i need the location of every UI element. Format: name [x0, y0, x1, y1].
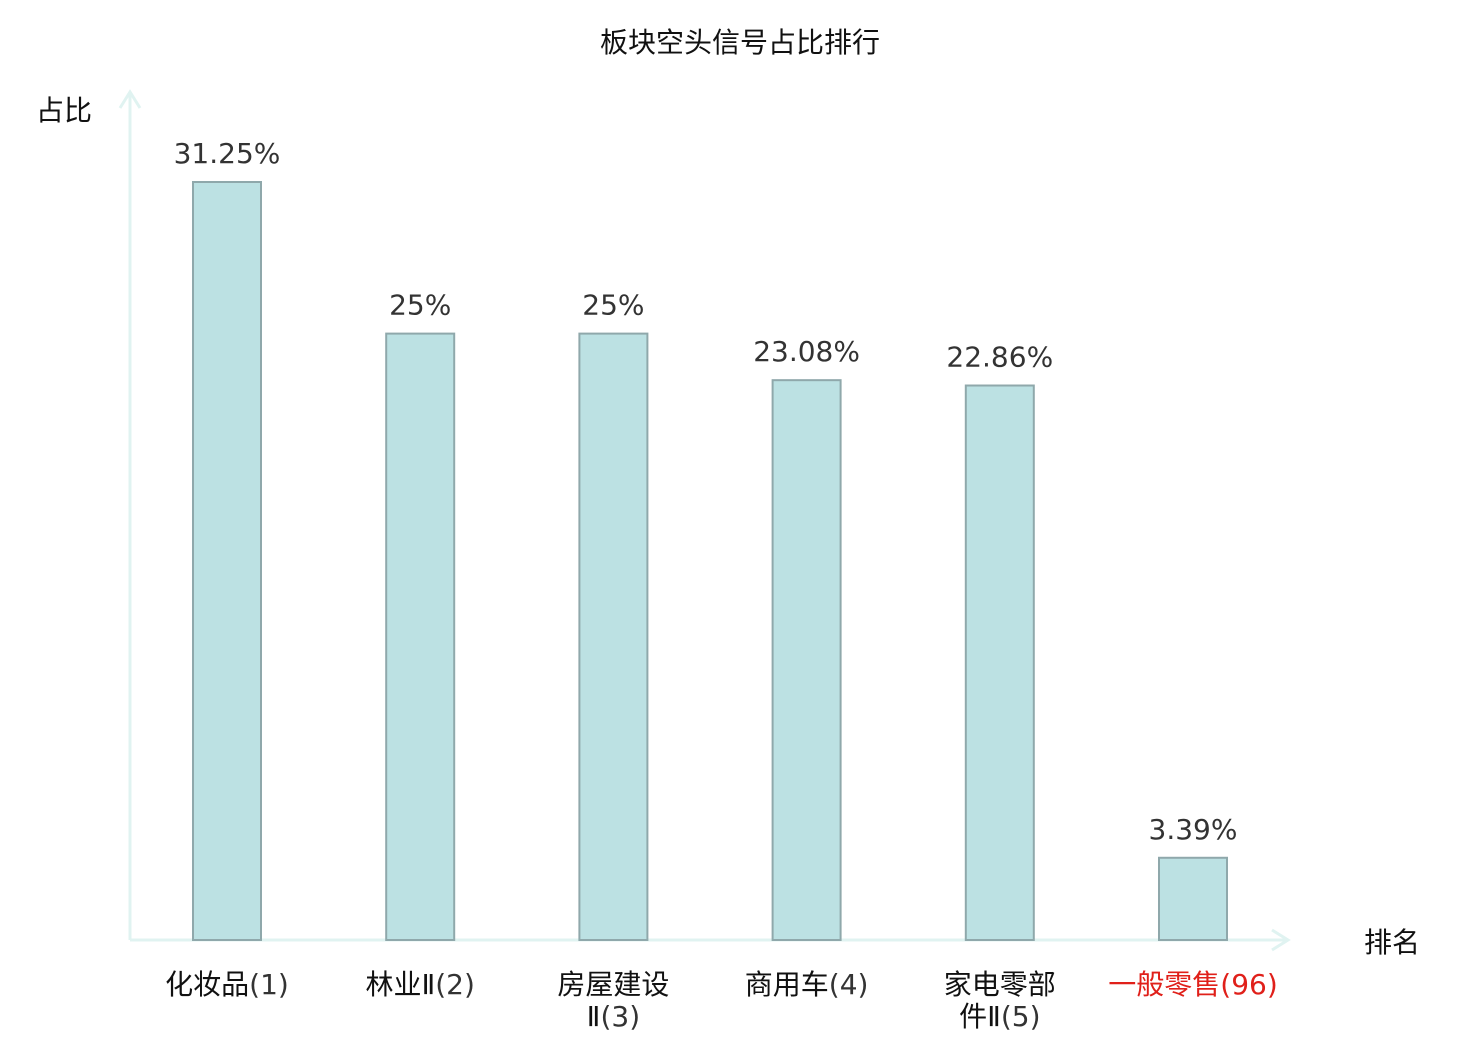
- x-tick-label: 件Ⅱ(5): [959, 1000, 1040, 1033]
- category-name: 林业Ⅱ: [365, 968, 435, 1001]
- value-labels-group: 31.25% 25% 25% 23.08% 22.86% 3.39%: [174, 137, 1238, 846]
- category-rank: (3): [600, 1000, 640, 1033]
- y-axis-label: 占比: [36, 94, 92, 127]
- bar: [192, 181, 262, 941]
- category-name: 房屋建设: [557, 968, 669, 1001]
- chart-title: 板块空头信号占比排行: [600, 26, 880, 59]
- category-rank: (4): [829, 968, 869, 1001]
- x-tick-label: Ⅱ(3): [587, 1000, 640, 1033]
- category-name: 件Ⅱ: [959, 1000, 1001, 1033]
- data-label: 3.39%: [1149, 813, 1238, 846]
- data-label: 31.25%: [174, 137, 281, 170]
- bars-group: [192, 181, 1228, 942]
- category-rank: (5): [1001, 1000, 1041, 1033]
- axes: [118, 89, 1291, 952]
- category-name: 化妆品: [165, 968, 249, 1001]
- category-name: 家电零部: [944, 968, 1056, 1001]
- y-axis-arrow: [118, 89, 142, 109]
- x-tick-label: 化妆品(1): [165, 968, 289, 1001]
- bar: [385, 332, 456, 942]
- category-name: 商用车: [745, 968, 829, 1001]
- bar: [771, 379, 842, 941]
- category-name: Ⅱ: [587, 1000, 601, 1033]
- x-tick-label: 商用车(4): [745, 968, 869, 1001]
- x-tick-label: 房屋建设: [557, 968, 669, 1001]
- x-tick-label: 家电零部: [944, 968, 1056, 1001]
- x-axis-arrow: [1271, 928, 1291, 952]
- bar: [964, 384, 1035, 942]
- data-label: 23.08%: [753, 335, 860, 368]
- category-name: 一般零售: [1108, 968, 1220, 1001]
- bar: [578, 332, 649, 942]
- data-label: 25%: [389, 289, 451, 322]
- category-rank: (1): [249, 968, 289, 1001]
- x-axis-label: 排名: [1364, 926, 1420, 959]
- category-rank: (2): [435, 968, 475, 1001]
- bar: [1158, 856, 1228, 941]
- data-label: 22.86%: [946, 341, 1053, 374]
- data-label: 25%: [582, 289, 644, 322]
- category-rank: (96): [1220, 968, 1277, 1001]
- x-tick-label: 林业Ⅱ(2): [365, 968, 474, 1001]
- x-tick-label: 一般零售(96): [1108, 968, 1278, 1001]
